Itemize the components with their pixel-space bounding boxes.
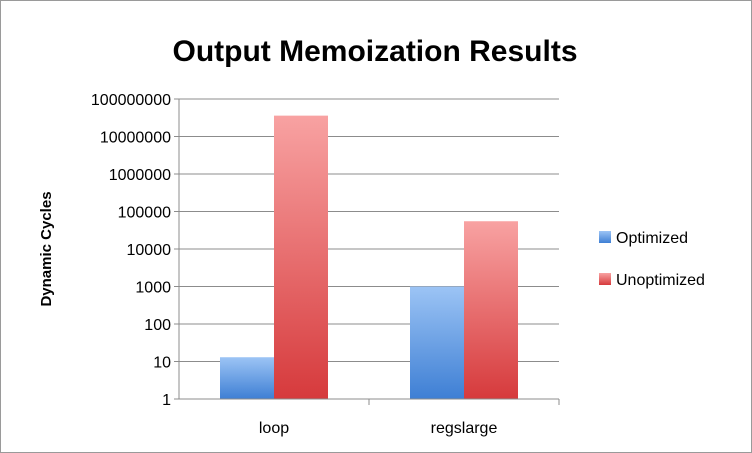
legend-label-optimized: Optimized: [616, 230, 688, 247]
y-tick-label-1: 1: [162, 392, 171, 409]
y-tick-label-10000: 10000: [127, 242, 172, 259]
y-tick-label-1000000: 1000000: [109, 167, 171, 184]
bar-unoptimized-loop: [274, 115, 328, 399]
y-tick-label-100000: 100000: [118, 205, 171, 222]
legend-swatch-unoptimized: [599, 273, 611, 285]
bar-optimized-loop: [220, 357, 274, 399]
x-tick-label-loop: loop: [259, 420, 289, 437]
bar-unoptimized-regslarge: [464, 221, 518, 399]
x-tick-label-regslarge: regslarge: [431, 420, 498, 437]
y-tick-label-100: 100: [144, 317, 171, 334]
y-tick-label-10000000: 10000000: [100, 130, 171, 147]
legend-label-unoptimized: Unoptimized: [616, 272, 705, 289]
y-tick-label-10: 10: [153, 355, 171, 372]
y-tick-label-1000: 1000: [135, 280, 171, 297]
chart-title: Output Memoization Results: [173, 35, 578, 68]
y-axis-label: Dynamic Cycles: [38, 191, 55, 306]
y-tick-label-100000000: 100000000: [91, 92, 171, 109]
bar-optimized-regslarge: [410, 286, 464, 399]
legend-swatch-optimized: [599, 231, 611, 243]
